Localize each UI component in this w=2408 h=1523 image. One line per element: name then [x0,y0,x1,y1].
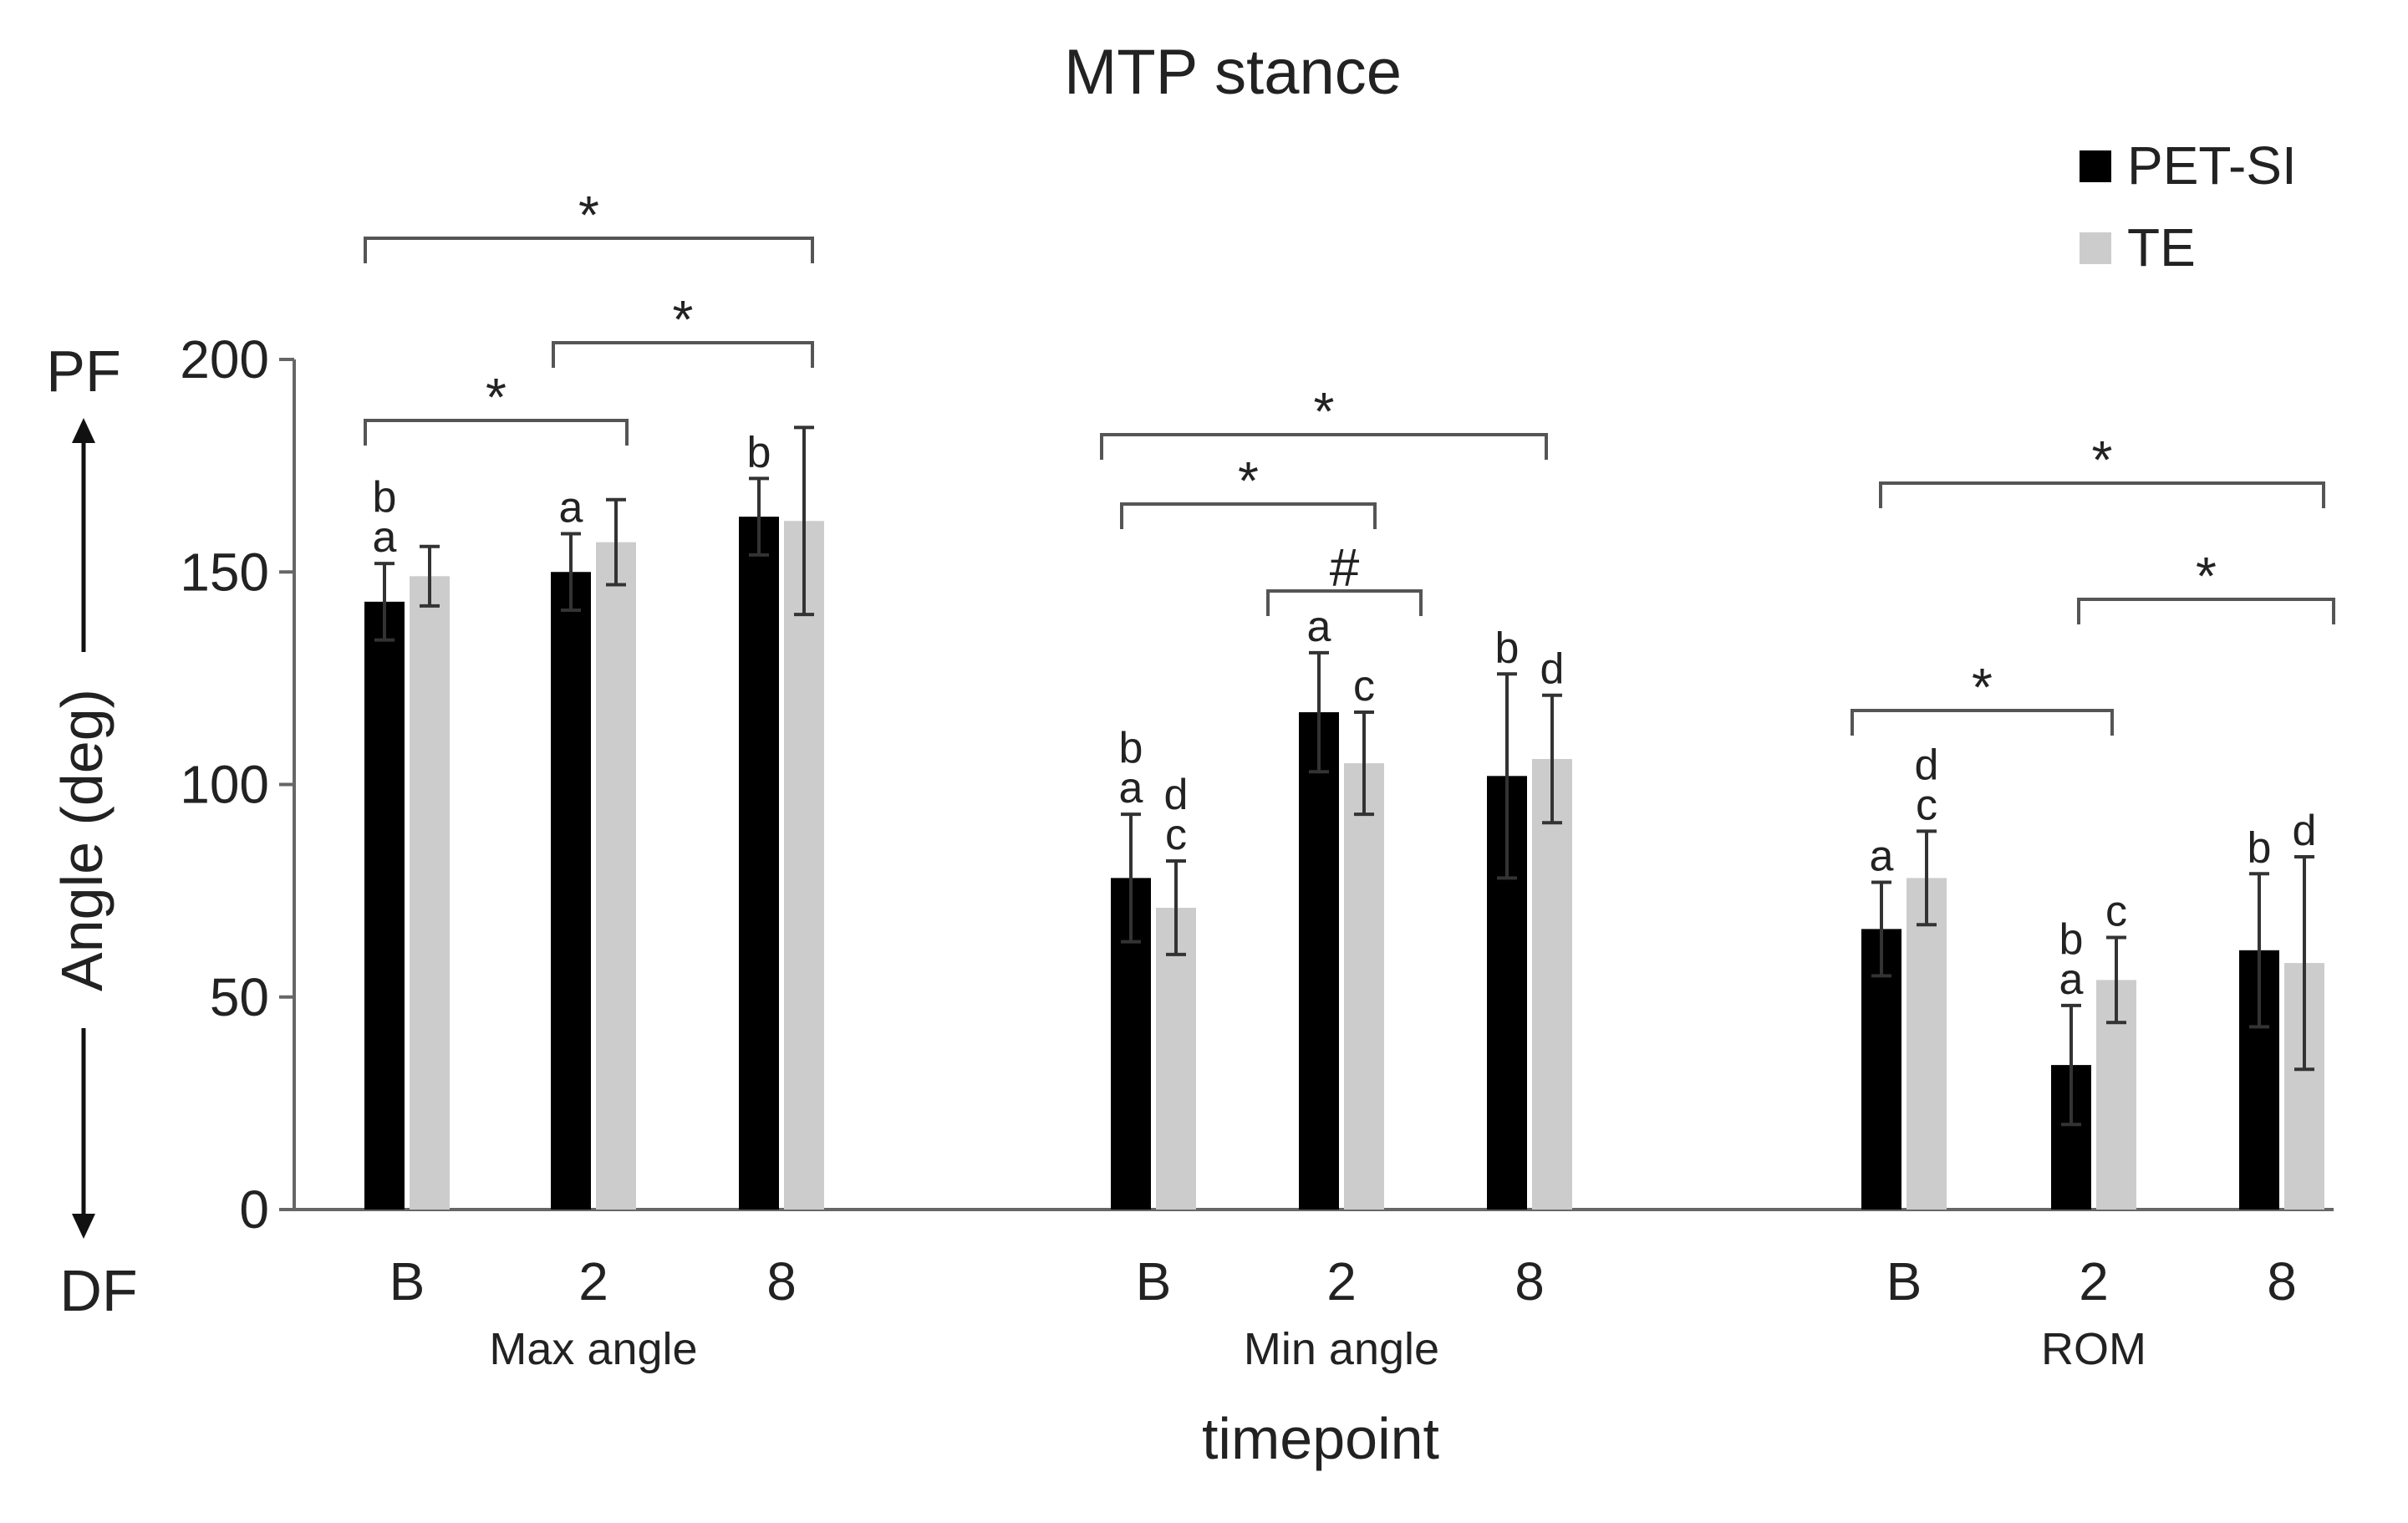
significance-letter: c [1353,662,1375,711]
significance-bracket [1266,589,1423,616]
x-tick-label: 8 [2267,1251,2297,1312]
x-tick-label: 8 [766,1251,797,1312]
legend-label-te: TE [2127,217,2196,278]
significance-letter: b [1495,624,1520,672]
bar-te-2 [784,521,824,1210]
significance-bracket [1120,502,1377,529]
significance-marker: * [2092,430,2113,490]
y-axis-label: Angle (deg) [49,689,115,991]
group-label: Max angle [489,1324,697,1374]
significance-bracket [364,237,814,263]
significance-letter: c [1165,811,1187,859]
y-tick-label: 0 [239,1179,269,1240]
x-tick-label: 2 [2079,1251,2109,1312]
axes: 0 50 100 150 200 B 2 8 Max angle B 2 8 Min angle B 2 8 R… [180,329,2334,1374]
y-tick-label: 200 [180,329,269,390]
x-axis-label: timepoint [1202,1406,1439,1471]
significance-letter: a [2059,955,2084,1004]
significance-letter: b [2248,823,2272,872]
significance-bracket [1851,709,2114,736]
significance-bracket [1100,433,1548,460]
significance-bracket [552,341,814,368]
significance-letter: d [2293,807,2317,855]
significance-letter: a [1870,832,1894,880]
bar-te-6 [1907,878,1947,1210]
significance-marker: * [2196,546,2217,606]
significance-letter: b [2059,915,2084,964]
significance-letter: a [1119,764,1143,812]
group-label: ROM [2041,1324,2146,1374]
x-tick-label: B [1886,1251,1922,1312]
significance-letter: a [1307,603,1331,651]
significance-letter: b [1119,724,1143,772]
bar-te-3 [1156,907,1196,1210]
significance-bracket [364,419,629,446]
significance-bracket [1879,481,2325,508]
x-tick-label: 8 [1515,1251,1545,1312]
x-tick-label: 2 [1326,1251,1357,1312]
significance-marker: * [1314,381,1335,441]
significance-marker: * [1238,451,1259,511]
y-tick-label: 100 [180,755,269,815]
legend-label-pet-si: PET-SI [2127,135,2297,196]
bar-pet-si-0 [364,601,405,1210]
bar-pet-si-2 [739,517,779,1210]
bar-te-5 [1532,758,1572,1210]
group-label: Min angle [1244,1324,1439,1374]
significance-letter: a [373,513,397,562]
significance-letter: d [1540,645,1565,694]
legend: PET-SI TE [2080,135,2297,278]
significance-letter: d [1164,771,1189,819]
dorsiflexion-label: DF [59,1258,137,1323]
bar-te-0 [410,576,450,1210]
significance-letter: b [373,473,397,522]
significance-letter: d [1915,741,1939,789]
plantar-flexion-label: PF [46,339,120,404]
x-tick-label: B [389,1251,425,1312]
significance-letter: b [747,428,771,476]
df-arrow-icon [72,1028,95,1239]
significance-marker: * [486,367,507,427]
significance-letter: a [559,483,583,532]
significance-marker: * [673,289,694,349]
y-tick-label: 150 [180,542,269,602]
significance-bracket [2077,598,2335,624]
x-tick-label: B [1136,1251,1172,1312]
bar-te-4 [1344,763,1384,1210]
significance-marker: * [578,185,599,245]
bar-te-1 [596,542,636,1210]
y-tick-label: 50 [210,967,269,1027]
significance-marker: * [1972,657,1993,717]
significance-letter: c [1916,781,1937,829]
pf-arrow-icon [72,418,95,652]
legend-swatch-pet-si [2080,150,2111,182]
bar-pet-si-4 [1299,712,1339,1210]
bar-pet-si-1 [551,572,591,1210]
x-tick-label: 2 [578,1251,608,1312]
significance-letter: c [2105,888,2127,936]
chart-title: MTP stance [1064,37,1402,108]
significance-marker: # [1330,537,1360,598]
legend-swatch-te [2080,232,2111,264]
